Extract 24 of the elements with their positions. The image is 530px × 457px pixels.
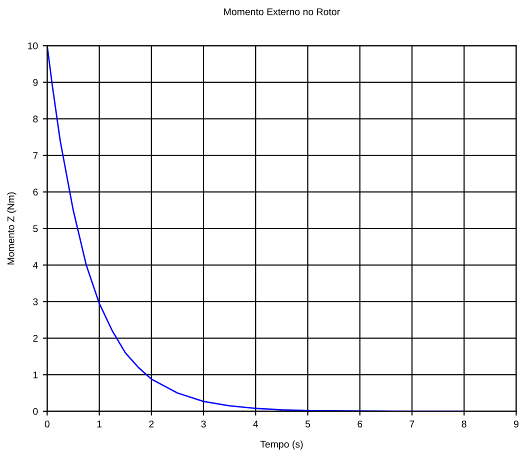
y-tick-label: 5 bbox=[33, 225, 38, 232]
y-tick-label: 2 bbox=[33, 334, 38, 342]
y-tick-label: 10 bbox=[28, 42, 38, 50]
x-tick-label: 8 bbox=[462, 420, 466, 428]
x-tick-label: 1 bbox=[97, 420, 102, 428]
x-tick-label: 3 bbox=[201, 420, 206, 428]
y-tick-label: 6 bbox=[33, 188, 38, 196]
chart-title: Momento Externo no Rotor bbox=[224, 8, 340, 16]
y-tick-label: 9 bbox=[33, 78, 38, 86]
y-axis-title: Momento Z (Nm) bbox=[7, 192, 16, 264]
y-tick-label: 8 bbox=[33, 116, 38, 122]
x-tick-label: 9 bbox=[514, 420, 518, 428]
x-tick-label: 6 bbox=[358, 420, 362, 428]
x-tick-label: 2 bbox=[149, 420, 154, 428]
x-tick-label: 7 bbox=[410, 420, 414, 428]
y-tick-label: 1 bbox=[33, 372, 38, 378]
x-tick-label: 5 bbox=[305, 420, 310, 428]
y-tick-label: 3 bbox=[33, 298, 38, 306]
y-tick-label: 0 bbox=[33, 408, 38, 415]
y-tick-label: 4 bbox=[32, 262, 38, 269]
x-axis-title: Tempo (s) bbox=[260, 440, 303, 450]
x-tick-label: 0 bbox=[44, 420, 50, 428]
y-tick-label: 7 bbox=[33, 152, 38, 159]
x-tick-label: 4 bbox=[253, 420, 258, 428]
